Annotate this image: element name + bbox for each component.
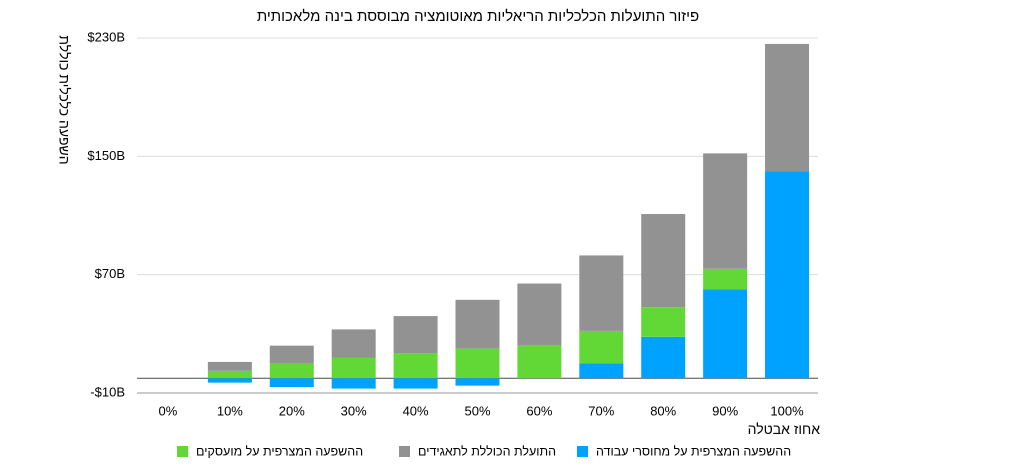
bar-segment-series-1 — [207, 370, 252, 379]
bar-segment-series-2 — [331, 329, 376, 358]
bar-segment-series-0 — [455, 378, 500, 386]
bar-segment-series-2 — [393, 316, 438, 354]
y-tick-label: $150B — [87, 148, 125, 163]
legend: ההשפעה המצרפית על מועסקים התועלת הכוללת ל… — [177, 444, 791, 458]
x-tick-label: 10% — [217, 403, 243, 418]
bars — [207, 43, 810, 389]
bar-segment-series-2 — [517, 283, 562, 346]
bar-segment-series-0 — [703, 289, 748, 379]
bar-segment-series-2 — [641, 214, 686, 308]
x-tick-label: 100% — [770, 403, 804, 418]
x-tick-label: 20% — [279, 403, 305, 418]
bar-segment-series-2 — [269, 345, 314, 364]
legend-swatch — [399, 446, 410, 457]
bar-segment-series-2 — [579, 255, 624, 331]
legend-swatch — [177, 446, 188, 457]
x-tick-label: 60% — [526, 403, 552, 418]
x-tick-label: 90% — [712, 403, 738, 418]
x-tick-label: 30% — [341, 403, 367, 418]
bar-segment-series-1 — [703, 268, 748, 290]
bar-segment-series-2 — [703, 153, 748, 269]
bar-segment-series-0 — [579, 363, 624, 379]
y-tick-label: $70B — [95, 266, 125, 281]
bar-segment-series-0 — [641, 336, 686, 379]
legend-label: ההשפעה המצרפית על מחוסרי עבודה — [596, 444, 791, 458]
x-tick-label: 70% — [588, 403, 614, 418]
bar-segment-series-1 — [579, 330, 624, 364]
bar-segment-series-0 — [269, 378, 314, 388]
chart-title: פיזור התועלות הכלכליות הריאליות מאוטומצי… — [257, 8, 699, 25]
bar-segment-series-1 — [641, 307, 686, 337]
bar-segment-series-2 — [455, 299, 500, 349]
legend-swatch — [577, 446, 588, 457]
x-tick-label: 40% — [403, 403, 429, 418]
bar-segment-series-2 — [207, 361, 252, 371]
y-axis-title: השפעה כלכלית כוללת — [56, 35, 72, 164]
x-axis-title: אחוז אבטלה — [748, 421, 821, 437]
x-axis-ticks: 0% 10% 20% 30% 40% 50% 60% 70% 80% 90% 100% — [159, 403, 805, 418]
x-tick-label: 80% — [650, 403, 676, 418]
bar-segment-series-1 — [331, 357, 376, 379]
x-tick-label: 0% — [159, 403, 178, 418]
bar-segment-series-0 — [331, 378, 376, 389]
bar-segment-series-1 — [393, 353, 438, 379]
legend-label: ההשפעה המצרפית על מועסקים — [196, 444, 363, 458]
bar-segment-series-1 — [269, 363, 314, 379]
bar-segment-series-0 — [765, 171, 810, 379]
bar-segment-series-2 — [765, 43, 810, 172]
legend-label: התועלת הכוללת לתאגידים — [418, 444, 556, 458]
y-tick-label: $230B — [87, 29, 125, 44]
bar-segment-series-0 — [393, 378, 438, 389]
bar-segment-series-1 — [455, 348, 500, 379]
y-axis-ticks: $230B $150B $70B -$10B — [87, 29, 125, 399]
y-tick-label: -$10B — [90, 384, 125, 399]
bar-segment-series-1 — [517, 345, 562, 379]
x-tick-label: 50% — [464, 403, 490, 418]
bar-segment-series-0 — [207, 378, 252, 383]
